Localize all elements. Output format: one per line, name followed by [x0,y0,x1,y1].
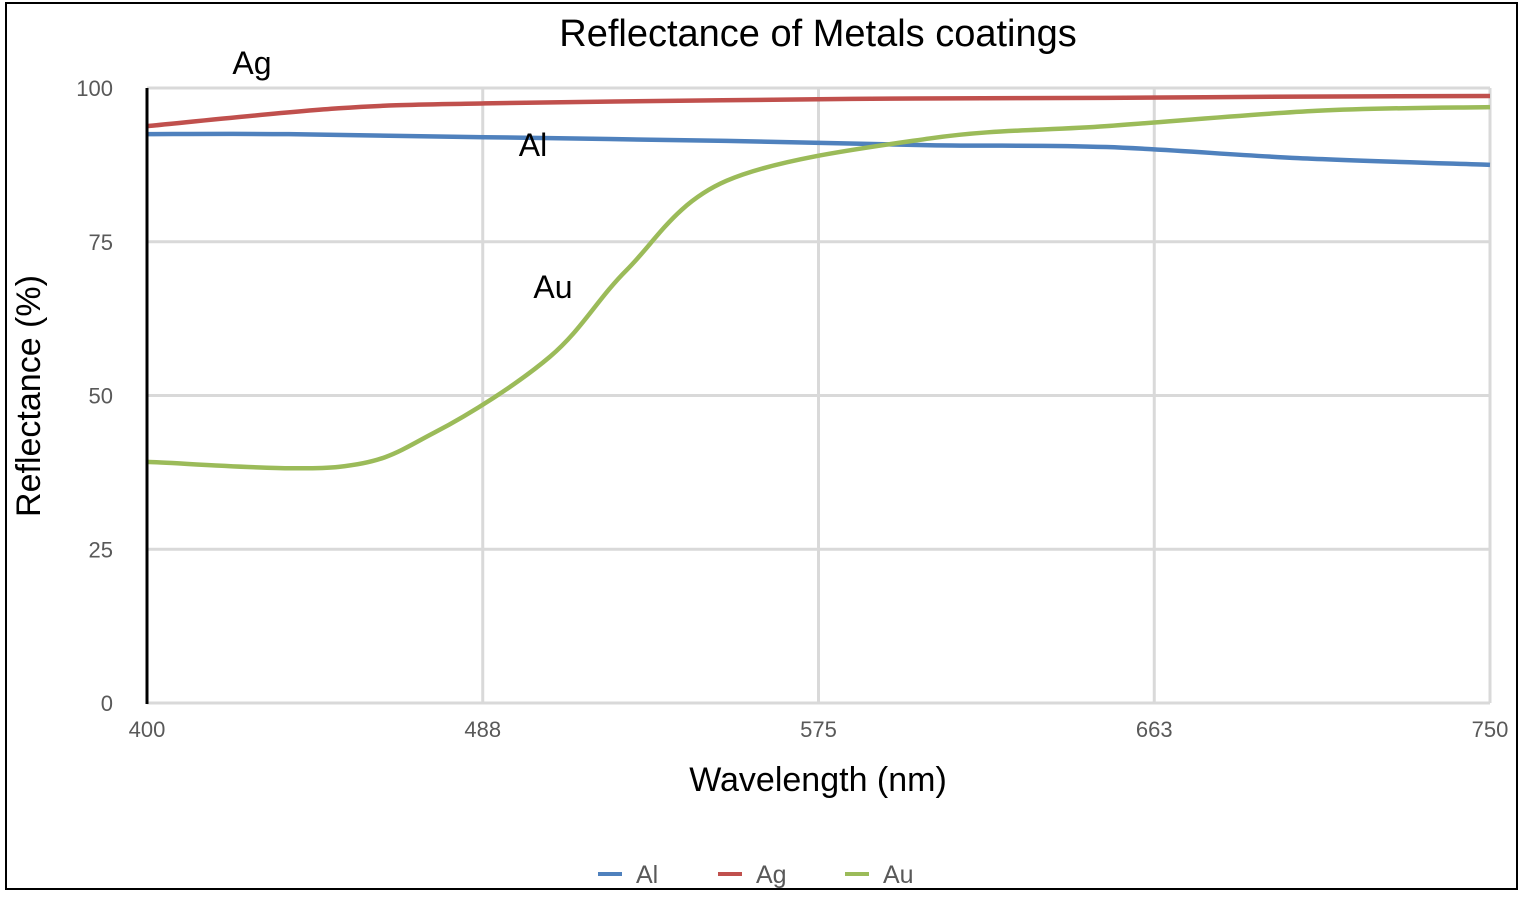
series-lines [146,93,1491,471]
annotation-al: Al [519,127,547,163]
y-tick-label: 75 [89,230,113,255]
x-tick-label: 750 [1472,717,1509,742]
series-line-au [146,104,1491,471]
y-tick-label: 25 [89,537,113,562]
series-line-ag [146,93,1491,129]
y-tick-labels: 0 25 50 75 100 [76,76,113,716]
annotation-au: Au [533,269,572,305]
x-tick-label: 488 [464,717,501,742]
x-tick-label: 400 [129,717,166,742]
legend: Al Ag Au [598,861,914,889]
chart-frame [5,2,1518,890]
y-tick-label: 100 [76,76,113,101]
y-tick-label: 0 [101,691,113,716]
chart-title: Reflectance of Metals coatings [559,13,1077,55]
y-axis-label: Reflectance (%) [10,275,48,517]
gridlines [147,86,1492,705]
series-line-al [146,131,1491,168]
annotation-ag: Ag [232,45,271,81]
y-tick-label: 50 [89,384,113,409]
x-axis-label: Wavelength (nm) [689,761,947,799]
x-tick-label: 663 [1136,717,1173,742]
x-tick-label: 575 [800,717,837,742]
legend-label-ag: Ag [756,861,787,889]
legend-label-al: Al [636,861,658,889]
x-tick-labels: 400 488 575 663 750 [129,717,1509,742]
legend-label-au: Au [883,861,914,889]
